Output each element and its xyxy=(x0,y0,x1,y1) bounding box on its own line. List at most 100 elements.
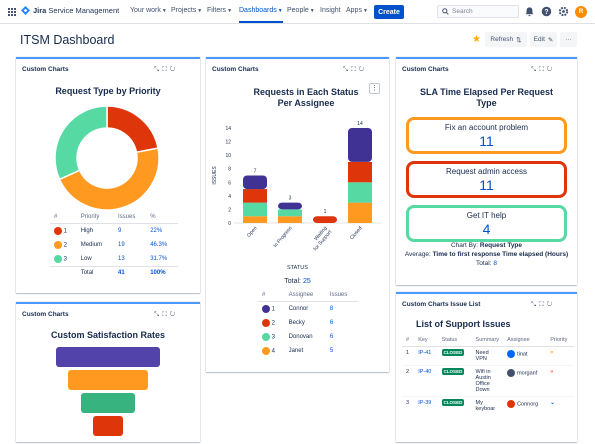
star-icon[interactable]: ★ xyxy=(472,34,481,45)
sla-metric-card[interactable]: Fix an account problem 11 xyxy=(406,117,567,154)
priority-row: 3 Low 13 31.7% xyxy=(50,252,178,267)
x-tick-label: Closed xyxy=(349,225,364,241)
assignee-cell: Connorg xyxy=(503,397,546,416)
refresh-icon[interactable]: ↻ xyxy=(169,66,179,73)
nav-label: Apps xyxy=(346,7,362,14)
jira-logo[interactable]: Jira Service Management xyxy=(21,6,119,15)
minimize-icon[interactable]: ⤡ xyxy=(343,66,352,73)
panel-header: Custom Charts xyxy=(22,311,69,318)
issue-key[interactable]: IP-40 xyxy=(418,369,432,375)
issue-key[interactable]: IP-41 xyxy=(418,350,432,356)
create-button[interactable]: Create xyxy=(374,5,404,19)
bar-segment[interactable] xyxy=(313,216,337,223)
legend-dot xyxy=(54,241,62,249)
panel-request-type: Custom Charts ⤡⛶↻ Request Type by Priori… xyxy=(16,57,200,293)
priority-table: # Priority Issues% 1 High 9 22% 2 Medium 1… xyxy=(50,211,178,279)
funnel-stage-4 xyxy=(93,416,123,436)
minimize-icon[interactable]: ⤡ xyxy=(154,66,163,73)
panel-issue-list: Custom Charts Issue List ⤡⛶↻ List of Sup… xyxy=(396,292,577,442)
refresh-button[interactable]: Refresh ⇅ xyxy=(485,32,527,47)
issue-row[interactable]: 2 IP-40 CLOSED Wifi in Austin Office Dow… xyxy=(402,365,574,397)
bar-segment[interactable] xyxy=(348,128,372,162)
minimize-icon[interactable]: ⤡ xyxy=(531,301,540,308)
nav-label: People xyxy=(287,7,309,14)
bar-segment[interactable] xyxy=(243,189,267,203)
issue-key[interactable]: IP-39 xyxy=(418,400,432,406)
total-label: Total xyxy=(80,270,94,276)
donut-slice-high[interactable] xyxy=(106,105,159,154)
issue-row[interactable]: 3 IP-39 CLOSED My keyboar Connorg ⌄ xyxy=(402,396,574,416)
panel-actions[interactable]: ⤡⛶↻ xyxy=(154,311,178,319)
nav-projects[interactable]: Projects▼ xyxy=(171,7,202,14)
minimize-icon[interactable]: ⤡ xyxy=(154,311,163,318)
nav-insight[interactable]: Insight xyxy=(320,7,341,14)
total-value[interactable]: 8 xyxy=(493,260,497,267)
average: Average: Time to first response Time ela… xyxy=(396,250,577,259)
help-icon[interactable]: ? xyxy=(541,6,552,17)
total-issues[interactable]: 41 xyxy=(117,270,125,276)
issue-count[interactable]: 9 xyxy=(117,228,122,234)
sla-metric-card[interactable]: Get IT help 4 xyxy=(406,205,567,242)
issue-row[interactable]: 1 IP-41 CLOSED Need VPN tinat = xyxy=(402,346,574,366)
refresh-icon[interactable]: ↻ xyxy=(546,66,556,73)
panel-actions[interactable]: ⤡⛶↻ xyxy=(343,66,367,74)
issue-count[interactable]: 5 xyxy=(329,348,334,354)
y-tick-label: 4 xyxy=(228,194,231,200)
pencil-icon: ✎ xyxy=(547,36,554,44)
issue-count[interactable]: 13 xyxy=(117,256,125,262)
chart-menu-button[interactable]: ⋮ xyxy=(369,83,380,94)
bar-segment[interactable] xyxy=(278,209,302,217)
bar-segment[interactable] xyxy=(243,202,267,217)
svg-text:?: ? xyxy=(544,9,548,16)
chevron-down-icon: ▼ xyxy=(197,8,203,14)
bar-segment[interactable] xyxy=(278,202,302,210)
nav-people[interactable]: People▼ xyxy=(287,7,315,14)
donut-slice-medium[interactable] xyxy=(58,147,160,211)
refresh-icon[interactable]: ↻ xyxy=(169,311,179,318)
bar-segment[interactable] xyxy=(278,216,302,223)
bar-segment[interactable] xyxy=(348,202,372,223)
app-switcher-icon[interactable] xyxy=(8,8,16,16)
sla-metric-card[interactable]: Request admin access 11 xyxy=(406,161,567,198)
refresh-icon[interactable]: ↻ xyxy=(358,66,368,73)
user-avatar[interactable]: R xyxy=(575,6,587,18)
fullscreen-icon[interactable]: ⛶ xyxy=(539,66,547,73)
search-placeholder: Search xyxy=(452,8,473,15)
issue-count[interactable]: 19 xyxy=(117,242,125,248)
panel-actions[interactable]: ⤡⛶↻ xyxy=(531,301,555,309)
panel-header: Custom Charts Issue List xyxy=(402,301,481,308)
avatar xyxy=(507,350,516,358)
bar-segment[interactable] xyxy=(243,175,267,190)
donut-slice-low[interactable] xyxy=(54,105,108,181)
fullscreen-icon[interactable]: ⛶ xyxy=(351,66,359,73)
issue-count[interactable]: 6 xyxy=(329,334,334,340)
nav-filters[interactable]: Filters▼ xyxy=(207,7,232,14)
bell-icon[interactable] xyxy=(524,6,535,17)
fullscreen-icon[interactable]: ⛶ xyxy=(162,311,170,318)
issue-count[interactable]: 6 xyxy=(329,320,334,326)
priority-name: Medium xyxy=(80,242,103,248)
minimize-icon[interactable]: ⤡ xyxy=(531,66,540,73)
bar-segment[interactable] xyxy=(243,216,267,223)
row-marker: 1 xyxy=(258,302,285,317)
issue-count[interactable]: 8 xyxy=(329,306,334,312)
nav-dashboards[interactable]: Dashboards▼ xyxy=(239,7,283,14)
fullscreen-icon[interactable]: ⛶ xyxy=(539,301,547,308)
refresh-icon[interactable]: ↻ xyxy=(546,301,556,308)
bar-segment[interactable] xyxy=(348,161,372,183)
chevron-down-icon: ▼ xyxy=(277,8,283,14)
search-input[interactable]: Search xyxy=(437,5,519,18)
bar-segment[interactable] xyxy=(348,182,372,203)
total-row: Total: 25 xyxy=(206,278,389,285)
nav-your-work[interactable]: Your work▼ xyxy=(130,7,167,14)
fullscreen-icon[interactable]: ⛶ xyxy=(162,66,170,73)
panel-actions[interactable]: ⤡⛶↻ xyxy=(531,66,555,74)
status-cell: CLOSED xyxy=(438,397,472,416)
nav-apps[interactable]: Apps▼ xyxy=(346,7,368,14)
assignee-name: tinat xyxy=(517,351,528,358)
panel-actions[interactable]: ⤡⛶↻ xyxy=(154,66,178,74)
total-value[interactable]: 25 xyxy=(302,278,311,285)
more-actions-button[interactable]: ··· xyxy=(560,32,577,47)
edit-button[interactable]: Edit ✎ xyxy=(530,32,557,47)
settings-gear-icon[interactable] xyxy=(558,6,569,17)
